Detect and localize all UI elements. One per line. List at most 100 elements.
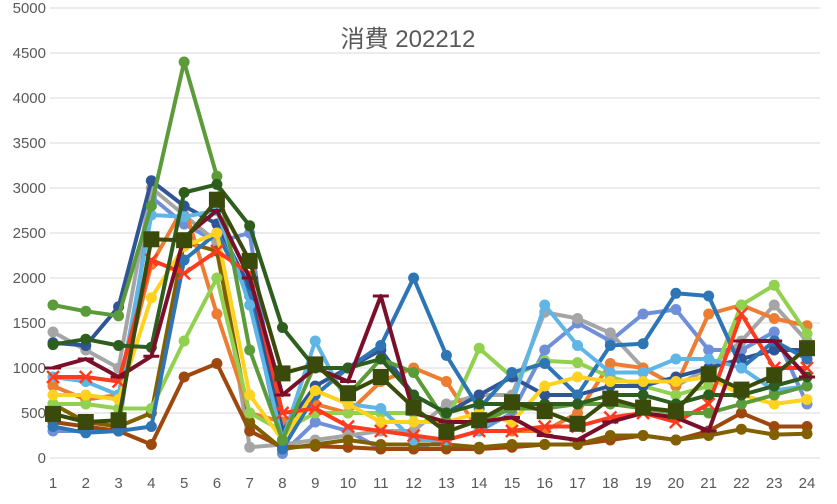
chart-title: 消費 202212 <box>341 26 476 53</box>
point <box>537 419 552 434</box>
point <box>110 412 127 429</box>
point <box>701 397 716 411</box>
point <box>471 412 488 429</box>
point <box>539 439 551 450</box>
point <box>768 380 780 392</box>
point <box>80 305 92 317</box>
point <box>309 416 321 428</box>
point <box>340 385 357 402</box>
point <box>372 369 389 385</box>
point <box>47 380 59 392</box>
point <box>703 344 715 356</box>
x-tick-label: 13 <box>438 475 455 492</box>
y-tick-label: 3000 <box>13 180 46 197</box>
point <box>703 407 715 419</box>
point <box>178 254 190 266</box>
x-tick-label: 24 <box>799 475 816 492</box>
point <box>635 399 652 416</box>
point <box>768 398 780 410</box>
point <box>440 349 452 361</box>
point <box>733 381 750 398</box>
point <box>47 421 59 432</box>
x-tick-label: 17 <box>569 475 586 492</box>
point <box>440 398 452 410</box>
point <box>703 430 715 441</box>
point <box>735 423 747 435</box>
point <box>375 439 387 450</box>
point <box>145 439 157 450</box>
point <box>375 416 387 428</box>
point <box>801 353 813 365</box>
point <box>637 430 649 441</box>
y-tick-label: 0 <box>38 450 46 467</box>
point <box>244 441 256 453</box>
point <box>735 398 747 410</box>
point <box>703 353 715 365</box>
point <box>768 326 780 338</box>
point <box>604 340 616 351</box>
point <box>768 344 780 356</box>
point <box>572 313 584 324</box>
point <box>700 366 717 383</box>
y-tick-label: 3500 <box>13 135 46 152</box>
point <box>307 356 324 373</box>
point <box>143 231 160 248</box>
point <box>539 380 551 392</box>
point <box>244 389 256 401</box>
point <box>211 308 223 320</box>
point <box>766 367 783 384</box>
point <box>667 403 684 420</box>
point <box>735 407 747 419</box>
point <box>637 308 649 320</box>
point <box>572 439 584 450</box>
point <box>244 407 256 419</box>
point <box>373 424 388 438</box>
point <box>440 407 452 419</box>
point <box>604 376 616 387</box>
point <box>539 299 551 311</box>
point <box>637 389 649 401</box>
point <box>408 367 420 378</box>
point <box>47 299 59 311</box>
point <box>244 344 256 356</box>
point <box>45 405 61 422</box>
point <box>80 333 92 345</box>
x-tick-label: 23 <box>766 475 783 492</box>
y-tick-label: 5000 <box>13 0 46 17</box>
point <box>178 187 190 198</box>
x-tick-label: 9 <box>311 475 319 492</box>
point <box>801 380 813 392</box>
point <box>375 353 387 365</box>
point <box>375 340 387 351</box>
y-tick-label: 2500 <box>13 225 46 242</box>
point <box>178 335 190 347</box>
point <box>572 407 584 419</box>
y-tick-label: 500 <box>21 405 46 422</box>
point <box>572 340 584 351</box>
point <box>703 290 715 302</box>
point <box>473 441 485 453</box>
point <box>405 399 422 416</box>
point <box>408 272 420 284</box>
point <box>604 358 616 369</box>
point <box>735 299 747 311</box>
point <box>572 398 584 410</box>
point <box>473 389 485 401</box>
point <box>177 266 192 281</box>
point <box>637 367 649 378</box>
point <box>274 365 291 382</box>
x-tick-label: 19 <box>635 475 652 492</box>
point <box>342 398 354 410</box>
point <box>276 443 288 455</box>
point <box>276 322 288 333</box>
point <box>46 370 60 384</box>
point <box>178 371 190 383</box>
x-tick-label: 2 <box>82 475 90 492</box>
point <box>211 227 223 239</box>
x-tick-label: 22 <box>733 475 750 492</box>
x-tick-label: 1 <box>49 475 57 492</box>
point <box>572 389 584 401</box>
point <box>505 424 519 438</box>
point <box>77 414 94 430</box>
point <box>47 339 59 351</box>
